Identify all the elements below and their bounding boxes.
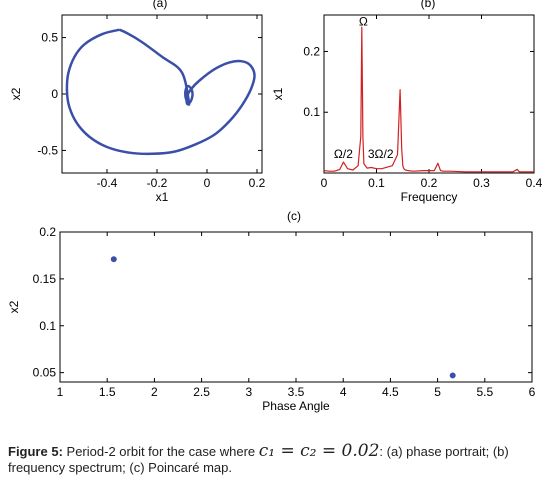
caption-label: Figure 5:	[8, 444, 63, 459]
y-tick-label-c: 0.05	[33, 366, 57, 380]
y-tick-label-a: -0.5	[37, 143, 58, 157]
x-tick-label-a: -0.2	[147, 176, 168, 190]
x-tick-label-c: 1.5	[99, 385, 116, 399]
x-tick-label-c: 5	[434, 385, 441, 399]
x-tick-label-b: 0.4	[526, 176, 543, 190]
y-axis-label-c: x2	[7, 300, 21, 313]
y-tick-label-c: 0.15	[33, 272, 57, 286]
scatter-point	[110, 256, 117, 263]
plot-frame-c	[59, 231, 533, 383]
x-axis-label-b: Frequency	[401, 190, 458, 204]
annotation-label: Ω	[359, 14, 368, 28]
x-tick-label-c: 3	[245, 385, 252, 399]
x-tick-label-c: 2	[151, 385, 158, 399]
y-tick-label-a: 0	[51, 87, 58, 101]
x-tick-label-a: 0	[204, 176, 211, 190]
x-tick-label-b: 0	[321, 176, 328, 190]
x-tick-label-c: 1	[57, 385, 64, 399]
panel-label-b: (b)	[421, 0, 436, 10]
panel-label-a: (a)	[153, 0, 168, 10]
series-line-b	[323, 26, 534, 173]
y-tick-label-c: 0.1	[39, 319, 56, 333]
y-tick-label-a: 0.5	[41, 31, 58, 45]
y-axis-label-a: x2	[9, 87, 23, 100]
panel-label-c: (c)	[287, 209, 301, 223]
x-tick-label-b: 0.3	[473, 176, 490, 190]
y-tick-label-c: 0.2	[39, 225, 56, 239]
x-tick-label-c: 4.5	[382, 385, 399, 399]
x-tick-label-c: 5.5	[476, 385, 493, 399]
x-tick-label-c: 6	[529, 385, 536, 399]
figure-caption: Figure 5: Period-2 orbit for the case wh…	[8, 443, 544, 476]
y-tick-label-b: 0.2	[303, 44, 320, 58]
x-tick-label-b: 0.2	[421, 176, 438, 190]
panel-c: (c) 1 1.5 2 2.5 3 3.5 4 4.5 5 5.5 6 0.05 0.1 0.15 0.2 Ph…	[7, 209, 536, 413]
y-axis-label-b: x1	[271, 87, 285, 100]
annotation-label: 3Ω/2	[368, 147, 394, 161]
x-tick-label-b: 0.1	[368, 176, 385, 190]
figure: (a) -0.4 -0.2 0 0.2 -0.5 0 0.5 x1 x2 (b) 0 0.1 0.2 0.…	[7, 0, 543, 413]
annotation-label: Ω/2	[334, 147, 353, 161]
x-tick-label-a: 0.2	[249, 176, 266, 190]
caption-text-before: Period-2 orbit for the case where	[66, 444, 256, 459]
caption-text-after: : (a) phase portrait; (b) frequency spec…	[8, 444, 509, 475]
y-tick-label-b: 0.1	[303, 105, 320, 119]
x-tick-label-a: -0.4	[97, 176, 118, 190]
scatter-point	[449, 372, 456, 379]
x-axis-label-a: x1	[156, 190, 169, 204]
x-tick-label-c: 2.5	[193, 385, 210, 399]
panel-a: (a) -0.4 -0.2 0 0.2 -0.5 0 0.5 x1 x2	[9, 0, 266, 204]
x-axis-label-c: Phase Angle	[262, 399, 330, 413]
caption-equation: c₁ = c₂ = 0.02	[258, 441, 380, 461]
plot-frame-b	[323, 14, 535, 174]
x-tick-label-c: 3.5	[288, 385, 305, 399]
series-line-a	[65, 28, 256, 156]
x-tick-label-c: 4	[340, 385, 347, 399]
